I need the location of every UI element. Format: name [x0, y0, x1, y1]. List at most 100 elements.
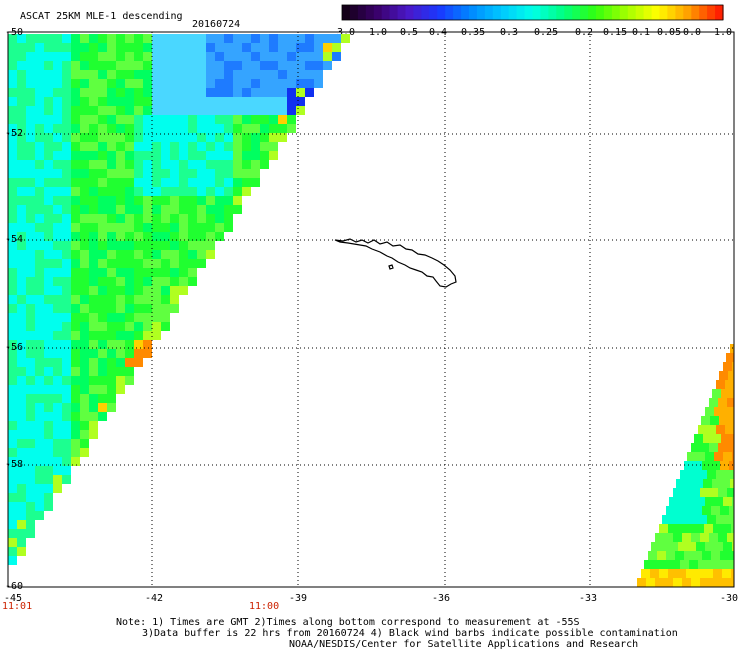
swath-cell [233, 187, 242, 196]
colorbar-segment [635, 5, 645, 20]
swath-cell [71, 115, 80, 124]
swath-cell [71, 358, 80, 367]
swath-cell [44, 304, 53, 313]
swath-cell [143, 169, 152, 178]
swath-cell [26, 34, 35, 43]
swath-cell [269, 115, 278, 124]
swath-cell [26, 520, 35, 529]
swath-cell [233, 115, 242, 124]
swath-cell [727, 488, 734, 497]
swath-cell [687, 452, 696, 461]
swath-cell [89, 394, 98, 403]
swath-cell [686, 569, 695, 578]
swath-cell [26, 484, 35, 493]
swath-cell [53, 34, 62, 43]
swath-cell [179, 259, 188, 268]
swath-cell [721, 434, 730, 443]
swath-cell [62, 250, 71, 259]
swath-cell [71, 340, 80, 349]
swath-cell [98, 376, 107, 385]
swath-cell [712, 479, 721, 488]
swath-cell [224, 52, 233, 61]
swath-cell [224, 43, 233, 52]
swath-cell [98, 142, 107, 151]
swath-cell [143, 223, 152, 232]
swath-cell [278, 97, 287, 106]
swath-cell [152, 61, 161, 70]
swath-cell [179, 70, 188, 79]
swath-cell [296, 70, 305, 79]
swath-cell [35, 97, 44, 106]
colorbar-segments [341, 4, 724, 21]
swath-cell [53, 124, 62, 133]
swath-cell [278, 43, 287, 52]
swath-cell [44, 196, 53, 205]
swath-cell [161, 124, 170, 133]
swath-cell [107, 349, 116, 358]
colorbar-segment [508, 5, 518, 20]
swath-cell [134, 196, 143, 205]
swath-cell [35, 511, 44, 520]
swath-cell [98, 205, 107, 214]
swath-cell [98, 124, 107, 133]
swath-cell [710, 416, 719, 425]
swath-cell [711, 551, 720, 560]
swath-cell [666, 506, 675, 515]
swath-cell [224, 160, 233, 169]
swath-cell [125, 259, 134, 268]
swath-cell [143, 259, 152, 268]
swath-cell [179, 151, 188, 160]
swath-cell [152, 277, 161, 286]
swath-cell [224, 196, 233, 205]
swath-cell [35, 205, 44, 214]
swath-cell [197, 187, 206, 196]
swath-cell [44, 448, 53, 457]
swath-cell [206, 187, 215, 196]
swath-cell [269, 142, 278, 151]
swath-cell [71, 178, 80, 187]
swath-cell [80, 160, 89, 169]
swath-cell [8, 484, 17, 493]
swath-cell [89, 106, 98, 115]
swath-cell [197, 133, 206, 142]
swath-cell [26, 466, 35, 475]
swath-cell [17, 340, 26, 349]
swath-cell [728, 371, 734, 380]
swath-cell [8, 133, 17, 142]
swath-cell [35, 124, 44, 133]
swath-cell [98, 196, 107, 205]
swath-cell [26, 70, 35, 79]
swath-cell [17, 394, 26, 403]
swath-cell [8, 241, 17, 250]
colorbar-segment [381, 5, 391, 20]
lat-label: -54 [5, 234, 24, 245]
swath-cell [188, 169, 197, 178]
swath-cell [26, 376, 35, 385]
swath-cell [152, 232, 161, 241]
swath-cell [107, 322, 116, 331]
swath-cell [206, 34, 215, 43]
swath-cell [197, 169, 206, 178]
swath-cell [215, 205, 224, 214]
swath-cell [161, 52, 170, 61]
swath-cell [17, 286, 26, 295]
swath-cell [35, 340, 44, 349]
swath-cell [305, 70, 314, 79]
swath-cell [35, 34, 44, 43]
swath-cell [71, 106, 80, 115]
swath-cell [233, 142, 242, 151]
swath-cell [71, 151, 80, 160]
swath-cell [673, 533, 682, 542]
swath-cell [314, 70, 323, 79]
swath-cell [35, 502, 44, 511]
swath-cell [709, 398, 718, 407]
swath-cell [170, 97, 179, 106]
swath-cell [260, 43, 269, 52]
swath-cell [17, 259, 26, 268]
colorbar-segment [373, 5, 383, 20]
swath-cell [17, 295, 26, 304]
swath-cell [8, 538, 17, 547]
swath-cell [53, 277, 62, 286]
swath-cell [703, 479, 712, 488]
